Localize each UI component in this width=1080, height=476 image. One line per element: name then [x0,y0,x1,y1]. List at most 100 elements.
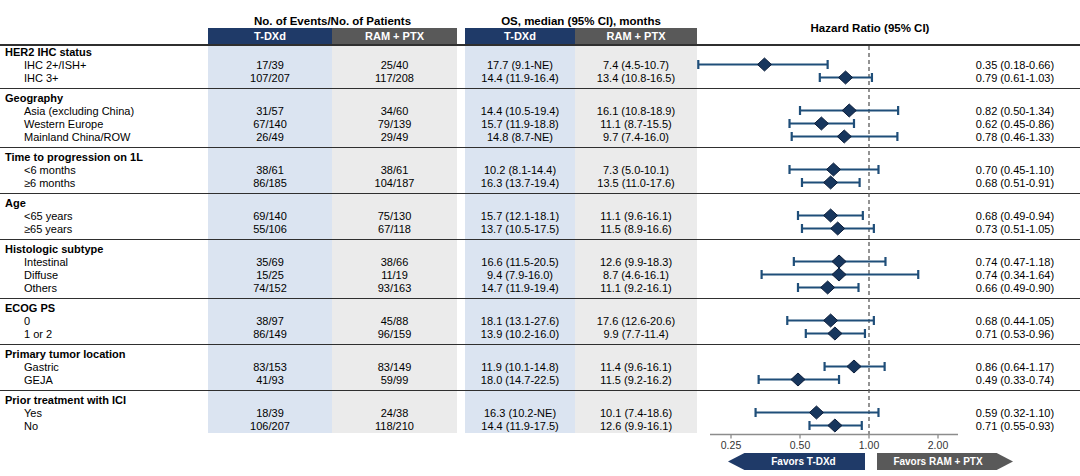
hr-diamond [832,268,846,281]
hr-diamond [839,71,853,84]
os-ram-cell: 10.1 (7.4-18.6) [575,407,697,420]
section-divider [0,193,1080,195]
section-divider [0,239,1080,241]
events-tdxd-cell: 67/140 [208,118,332,131]
subgroup-label: 0 [24,315,30,328]
section-divider [0,88,1080,90]
hazard-ratio-value: 0.78 (0.46-1.33) [950,131,1080,144]
events-tdxd-cell: 35/69 [208,256,332,269]
section-label: ECOG PS [5,302,55,315]
hazard-ratio-value: 0.74 (0.47-1.18) [950,256,1080,269]
events-ram-cell: 93/163 [332,282,457,295]
os-ram-cell: 11.1 (8.7-15.5) [575,118,697,131]
os-tdxd-cell: 9.4 (7.9-16.0) [465,269,575,282]
hr-diamond [809,406,823,419]
axis-tick-label: 1.00 [859,439,880,451]
events-tdxd-cell: 74/152 [208,282,332,295]
section-label: Primary tumor location [5,348,125,361]
events-tdxd-cell: 106/207 [208,420,332,433]
hazard-ratio-value: 0.71 (0.55-0.93) [950,420,1080,433]
hazard-ratio-value: 0.71 (0.53-0.96) [950,328,1080,341]
events-ram-cell: 24/38 [332,407,457,420]
os-tdxd-cell: 15.7 (11.9-18.8) [465,118,575,131]
events-ram-cell: 79/139 [332,118,457,131]
events-ram-cell: 83/149 [332,361,457,374]
events-ram-cell: 38/66 [332,256,457,269]
hazard-ratio-title: Hazard Ratio (95% CI) [710,21,1030,35]
hr-diamond [814,117,828,130]
os-columns-title: OS, median (95% CI), months [465,14,697,28]
section-label: HER2 IHC status [5,46,92,59]
os-ram-cell: 9.9 (7.7-11.4) [575,328,697,341]
os-tdxd-cell: 14.4 (11.9-17.5) [465,420,575,433]
os-ram-cell: 16.1 (10.8-18.9) [575,105,697,118]
favors-tdxd-arrow: Favors T-DXd [728,453,865,470]
os-ram-cell: 12.6 (9.9-16.1) [575,420,697,433]
hazard-ratio-value: 0.66 (0.49-0.90) [950,282,1080,295]
hr-diamond [847,360,861,373]
os-ram-cell: 7.4 (4.5-10.7) [575,59,697,72]
os-tdxd-cell: 15.7 (12.1-18.1) [465,210,575,223]
os-tdxd-cell: 16.3 (10.2-NE) [465,407,575,420]
events-ram-cell: 117/208 [332,72,457,85]
os-tdxd-cell: 13.9 (10.2-16.0) [465,328,575,341]
hazard-ratio-value: 0.79 (0.61-1.03) [950,72,1080,85]
axis-tick-label: 0.25 [721,439,742,451]
subgroup-label: GEJA [24,374,53,387]
os-tdxd-cell: 10.2 (8.1-14.4) [465,164,575,177]
hr-diamond [826,163,840,176]
os-ram-cell: 12.6 (9.9-18.3) [575,256,697,269]
hr-diamond [828,327,842,340]
events-ram-cell: 96/159 [332,328,457,341]
axis-tick-label: 0.50 [790,439,811,451]
hr-diamond [824,209,838,222]
events-ram-cell: 67/118 [332,223,457,236]
os-tdxd-cell: 14.7 (11.9-19.4) [465,282,575,295]
events-tdxd-cell: 31/57 [208,105,332,118]
os-ram-cell: 11.5 (9.2-16.2) [575,374,697,387]
os-ram-cell: 11.4 (9.6-16.1) [575,361,697,374]
events-ram-cell: 104/187 [332,177,457,190]
os-ram-cell: 17.6 (12.6-20.6) [575,315,697,328]
subgroup-label: Yes [24,407,42,420]
events-ram-cell: 11/19 [332,269,457,282]
events-ram-cell: 34/60 [332,105,457,118]
events-tdxd-cell: 86/185 [208,177,332,190]
os-ram-cell: 9.7 (7.4-16.0) [575,131,697,144]
axis-tick-label: 2.00 [928,439,949,451]
subgroup-label: Others [24,282,57,295]
events-tdxd-cell: 18/39 [208,407,332,420]
subgroup-label: Mainland China/ROW [24,131,130,144]
hazard-ratio-value: 0.68 (0.49-0.94) [950,210,1080,223]
section-label: Geography [5,92,63,105]
favors-ram-label: Favors RAM + PTX [893,456,982,467]
section-label: Age [5,197,26,210]
events-tdxd-cell: 69/140 [208,210,332,223]
events-tdxd-cell: 38/97 [208,315,332,328]
section-label: Time to progression on 1L [5,151,143,164]
events-ram-cell: 75/130 [332,210,457,223]
events-tdxd-cell: 107/207 [208,72,332,85]
os-tdxd-cell: 13.7 (10.5-17.5) [465,223,575,236]
subgroup-label: No [24,420,38,433]
forest-plot-figure: No. of Events/No. of Patients OS, median… [0,0,1080,476]
section-divider [0,390,1080,392]
os-tdxd-cell: 11.9 (10.1-14.8) [465,361,575,374]
os-ram-cell: 7.3 (5.0-10.1) [575,164,697,177]
col-header-events-tdxd: T-DXd [208,28,332,45]
hazard-ratio-value: 0.49 (0.33-0.74) [950,374,1080,387]
os-ram-cell: 11.5 (8.9-16.6) [575,223,697,236]
events-tdxd-cell: 86/149 [208,328,332,341]
os-tdxd-cell: 17.7 (9.1-NE) [465,59,575,72]
hazard-ratio-value: 0.68 (0.51-0.91) [950,177,1080,190]
os-tdxd-cell: 14.4 (11.9-16.4) [465,72,575,85]
section-label: Prior treatment with ICI [5,394,126,407]
os-ram-cell: 11.1 (9.6-16.1) [575,210,697,223]
hr-diamond [831,222,845,235]
hazard-ratio-value: 0.86 (0.64-1.17) [950,361,1080,374]
events-tdxd-cell: 26/49 [208,131,332,144]
hr-diamond [824,314,838,327]
events-tdxd-cell: 17/39 [208,59,332,72]
subgroup-label: 1 or 2 [24,328,52,341]
hazard-ratio-value: 0.59 (0.32-1.10) [950,407,1080,420]
